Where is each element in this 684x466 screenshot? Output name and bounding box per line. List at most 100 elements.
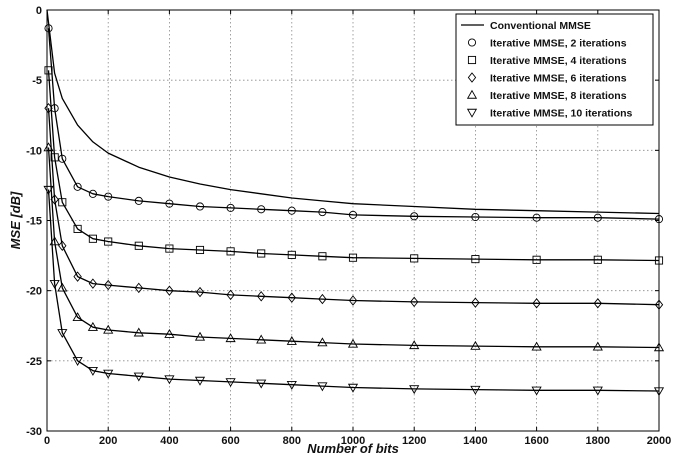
data-point xyxy=(225,378,236,388)
data-point xyxy=(256,334,267,344)
data-point xyxy=(318,208,327,217)
legend-marker-symbol xyxy=(467,55,477,65)
data-point xyxy=(471,297,480,308)
data-point xyxy=(57,329,68,338)
x-tick-label: 1400 xyxy=(463,435,487,447)
series-2 xyxy=(44,24,664,224)
data-point xyxy=(409,385,420,395)
data-point xyxy=(49,279,60,289)
data-point xyxy=(134,282,143,294)
legend-entry: Iterative MMSE, 8 iterations xyxy=(490,90,627,102)
x-tick-label: 600 xyxy=(221,435,239,447)
y-tick-label: -10 xyxy=(26,145,42,157)
data-point xyxy=(225,333,236,343)
series-layer xyxy=(43,9,665,397)
data-point xyxy=(531,341,542,351)
data-point xyxy=(531,386,542,396)
data-point xyxy=(103,369,114,379)
legend-entry: Iterative MMSE, 10 iterations xyxy=(490,108,633,120)
legend: Conventional MMSE Iterative MMSE, 2 itera… xyxy=(455,13,654,126)
data-point xyxy=(134,196,143,205)
series-line xyxy=(47,189,660,392)
data-point xyxy=(410,296,419,308)
y-tick-label: 0 xyxy=(36,5,42,17)
series-3 xyxy=(44,66,664,265)
data-point xyxy=(134,241,143,250)
y-tick-label: -30 xyxy=(26,426,42,438)
data-point xyxy=(592,386,603,396)
data-point xyxy=(410,254,419,263)
legend-entry: Iterative MMSE, 2 iterations xyxy=(490,38,627,50)
y-tick-label: -25 xyxy=(26,356,42,368)
data-point xyxy=(318,252,327,261)
legend-entry: Conventional MMSE xyxy=(490,20,591,32)
data-point xyxy=(194,376,206,386)
data-point xyxy=(257,291,266,302)
data-point xyxy=(226,247,235,256)
series-6 xyxy=(43,185,665,397)
x-tick-label: 400 xyxy=(160,435,178,447)
data-point xyxy=(57,282,68,292)
data-point xyxy=(226,203,235,212)
data-point xyxy=(44,24,53,33)
data-point xyxy=(348,210,358,219)
data-point xyxy=(104,192,113,201)
data-point xyxy=(471,255,480,264)
data-point xyxy=(43,185,54,195)
data-point xyxy=(165,285,174,296)
x-tick-label: 0 xyxy=(44,435,50,447)
series-5 xyxy=(43,142,665,352)
data-point xyxy=(287,292,296,303)
legend-marker-symbol xyxy=(466,89,478,99)
x-tick-label: 1600 xyxy=(524,435,548,447)
series-4 xyxy=(44,103,664,310)
data-point xyxy=(317,382,328,392)
data-point xyxy=(72,312,83,322)
data-point xyxy=(58,240,67,251)
data-point xyxy=(104,279,113,291)
data-point xyxy=(58,154,67,163)
data-point xyxy=(286,335,297,345)
data-point xyxy=(44,103,53,114)
legend-marker-symbol xyxy=(467,72,477,83)
data-point xyxy=(592,341,603,351)
data-point xyxy=(87,366,98,376)
x-tick-label: 2000 xyxy=(647,435,671,447)
data-point xyxy=(287,206,296,215)
y-tick-label: -15 xyxy=(26,216,42,228)
data-point xyxy=(287,250,296,259)
data-point xyxy=(133,327,144,337)
series-line xyxy=(47,70,660,262)
data-point xyxy=(164,375,175,385)
data-point xyxy=(471,212,480,222)
data-point xyxy=(593,255,602,264)
data-point xyxy=(50,153,59,162)
x-axis-label: Number of bits xyxy=(307,441,399,456)
data-point xyxy=(195,245,205,255)
data-point xyxy=(532,213,541,222)
data-point xyxy=(409,340,420,350)
y-axis-label: MSE [dB] xyxy=(8,191,23,249)
x-tick-label: 1000 xyxy=(341,435,365,447)
data-point xyxy=(256,379,267,389)
tick-layer: 0 200 400 600 800 1000 1200 1400 1600 1800 2000 0 -5… xyxy=(26,5,671,447)
data-point xyxy=(88,189,97,198)
series-line xyxy=(46,9,660,215)
x-tick-label: 1200 xyxy=(402,435,426,447)
data-point xyxy=(593,298,602,309)
data-point xyxy=(88,278,98,289)
legend-entry: Iterative MMSE, 6 iterations xyxy=(490,73,627,85)
legend-entry: Iterative MMSE, 4 iterations xyxy=(490,55,627,67)
data-point xyxy=(73,271,82,282)
data-point xyxy=(348,253,358,262)
data-point xyxy=(226,289,235,301)
series-line xyxy=(47,108,660,306)
y-tick-label: -5 xyxy=(32,75,42,87)
data-point xyxy=(165,199,174,208)
data-point xyxy=(49,236,60,246)
x-tick-label: 1800 xyxy=(586,435,610,447)
series-line xyxy=(47,28,660,220)
data-point xyxy=(532,255,541,264)
data-point xyxy=(317,337,328,347)
series-1 xyxy=(46,9,660,215)
